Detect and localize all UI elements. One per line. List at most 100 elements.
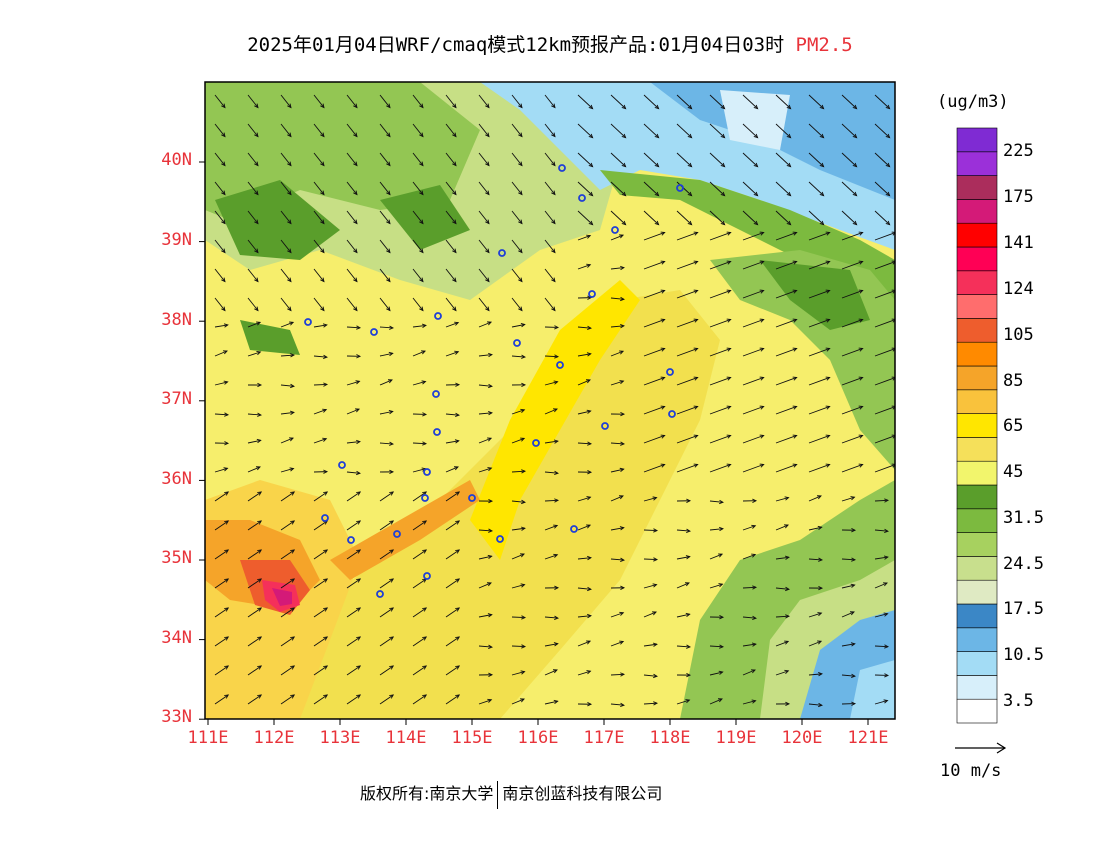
wind-arrow-head (486, 582, 492, 587)
wind-arrow-head (257, 578, 263, 583)
wind-arrow (544, 268, 556, 282)
wind-arrow (511, 671, 525, 676)
wind-arrow-head (488, 498, 494, 504)
wind-arrow-head (891, 231, 895, 236)
wind-arrow (544, 554, 558, 560)
colorbar-swatch (956, 484, 998, 510)
wind-arrow (808, 406, 830, 415)
wind-arrow (412, 268, 424, 282)
wind-arrow-head (422, 607, 428, 612)
wind-arrow-head (257, 412, 262, 417)
wind-arrow (247, 665, 262, 676)
wind-legend-arrow (955, 742, 1007, 754)
wind-arrow-head (356, 636, 362, 641)
wind-arrow (346, 578, 361, 589)
wind-arrow-head (487, 554, 493, 560)
wind-arrow (643, 643, 657, 647)
wind-arrow-head (883, 699, 889, 704)
wind-arrow-head (389, 607, 395, 612)
wind-arrow (577, 152, 593, 167)
wind-arrow (445, 152, 457, 166)
wind-arrow-head (759, 260, 765, 265)
wind-arrow-head (551, 219, 556, 225)
wind-arrow (247, 268, 259, 282)
wind-arrow (676, 290, 698, 299)
wind-arrow-head (422, 412, 428, 417)
wind-arrow-head (660, 405, 666, 410)
field-north-blue-pale (720, 90, 790, 150)
wind-arrow-head (356, 470, 361, 476)
wind-arrow (346, 636, 361, 647)
wind-arrow-head (554, 498, 560, 503)
wind-arrow-head (323, 694, 329, 699)
footer-divider (497, 780, 499, 809)
wind-arrow-head (786, 104, 792, 110)
wind-arrow-head (686, 644, 691, 649)
wind-arrow (214, 239, 226, 253)
wind-vectors (214, 94, 895, 708)
wind-arrow (412, 578, 427, 589)
wind-arrow-head (660, 318, 666, 323)
wind-arrow (247, 297, 259, 311)
lon-label-120e: 120E (781, 728, 823, 748)
wind-arrow-head (455, 607, 461, 612)
wind-arrow (775, 210, 791, 225)
wind-arrow (379, 578, 394, 589)
wind-arrow (742, 377, 764, 386)
wind-arrow-head (254, 161, 259, 167)
wind-arrow (841, 674, 855, 677)
wind-arrow-head (819, 191, 825, 197)
wind-arrow-head (750, 669, 756, 674)
wind-arrow-head (419, 161, 424, 167)
wind-arrow (280, 549, 295, 560)
wind-arrow (346, 549, 361, 560)
wind-arrow-head (751, 642, 757, 647)
wind-arrow-head (726, 260, 732, 265)
wind-arrow (742, 232, 764, 241)
wind-arrow-head (254, 190, 259, 196)
wind-arrow (610, 181, 626, 196)
wind-arrow-head (518, 248, 523, 254)
wind-arrow (841, 496, 855, 502)
wind-arrow (643, 529, 658, 532)
wind-arrow (445, 520, 460, 531)
wind-arrow (379, 326, 393, 329)
wind-arrow-head (257, 694, 263, 699)
wind-arrow-head (882, 582, 888, 587)
wind-arrow (808, 377, 830, 386)
wind-arrow-head (726, 434, 732, 439)
wind-arrow-head (586, 352, 592, 357)
wind-arrow (874, 582, 888, 589)
wind-arrow-head (891, 260, 895, 265)
wind-arrow (346, 152, 358, 166)
wind-arrow-head (693, 376, 699, 381)
wind-arrow-head (858, 405, 864, 410)
colorbar-label: 10.5 (1003, 645, 1044, 665)
wind-arrow-head (353, 219, 358, 225)
wind-arrow-head (455, 520, 461, 525)
wind-arrow (775, 615, 790, 618)
wind-arrow-head (720, 220, 726, 226)
wind-arrow-head (386, 132, 391, 138)
wind-arrow (445, 351, 459, 357)
wind-arrow (742, 94, 758, 109)
wind-arrow (643, 464, 665, 473)
wind-arrow (841, 232, 863, 241)
wind-arrow-head (554, 354, 560, 359)
wind-arrow-head (726, 376, 732, 381)
wind-arrow-head (726, 405, 732, 410)
wind-arrow (313, 384, 328, 386)
lon-label-117e: 117E (583, 728, 625, 748)
wind-arrow-head (751, 524, 757, 529)
wind-arrow (379, 520, 394, 531)
wind-arrow-head (353, 277, 358, 283)
wind-arrow (775, 232, 797, 241)
wind-arrow-head (389, 549, 395, 554)
wind-arrow-head (693, 434, 699, 439)
wind-arrow (412, 350, 426, 357)
wind-arrow (775, 556, 789, 560)
wind-arrow (742, 181, 758, 196)
wind-arrow-head (289, 437, 294, 442)
wind-arrow-head (257, 382, 263, 388)
wind-arrow (379, 152, 391, 166)
